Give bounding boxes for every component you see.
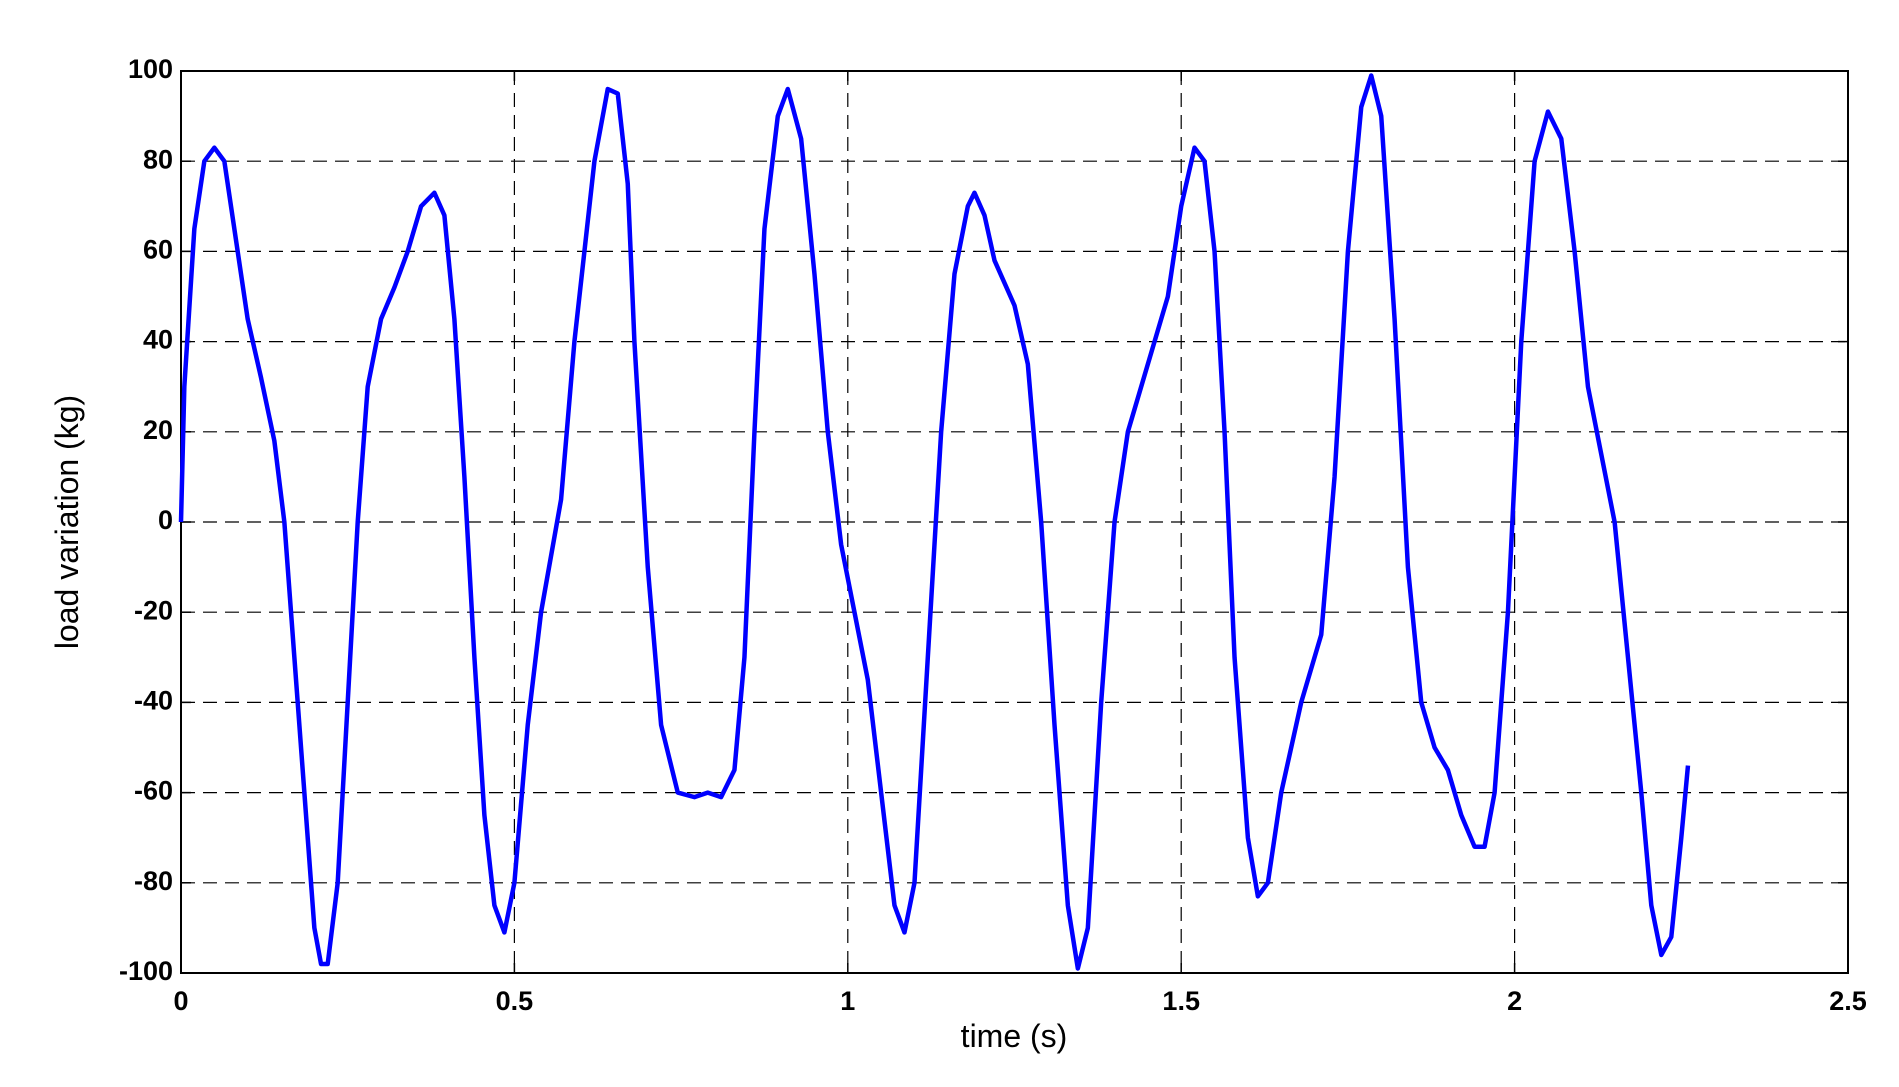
y-tick-label: -100	[119, 956, 173, 986]
y-tick-label: -80	[134, 866, 173, 896]
y-tick-label: 40	[143, 325, 173, 355]
y-tick-label: 80	[143, 144, 173, 174]
y-tick-label: 20	[143, 415, 173, 445]
y-tick-label: 0	[158, 505, 173, 535]
x-tick-label: 2	[1507, 986, 1522, 1016]
y-tick-label: 60	[143, 235, 173, 265]
x-tick-label: 2.5	[1829, 986, 1867, 1016]
y-tick-label: -60	[134, 776, 173, 806]
y-axis-label: load variation (kg)	[49, 395, 85, 649]
x-tick-label: 1.5	[1162, 986, 1200, 1016]
x-tick-label: 0	[173, 986, 188, 1016]
y-tick-label: -20	[134, 595, 173, 625]
y-tick-label: -40	[134, 686, 173, 716]
data-line	[178, 73, 1691, 971]
x-tick-label: 0.5	[496, 986, 534, 1016]
x-axis-label: time (s)	[961, 1018, 1068, 1054]
x-tick-label: 1	[840, 986, 855, 1016]
y-tick-label: 100	[128, 54, 173, 84]
